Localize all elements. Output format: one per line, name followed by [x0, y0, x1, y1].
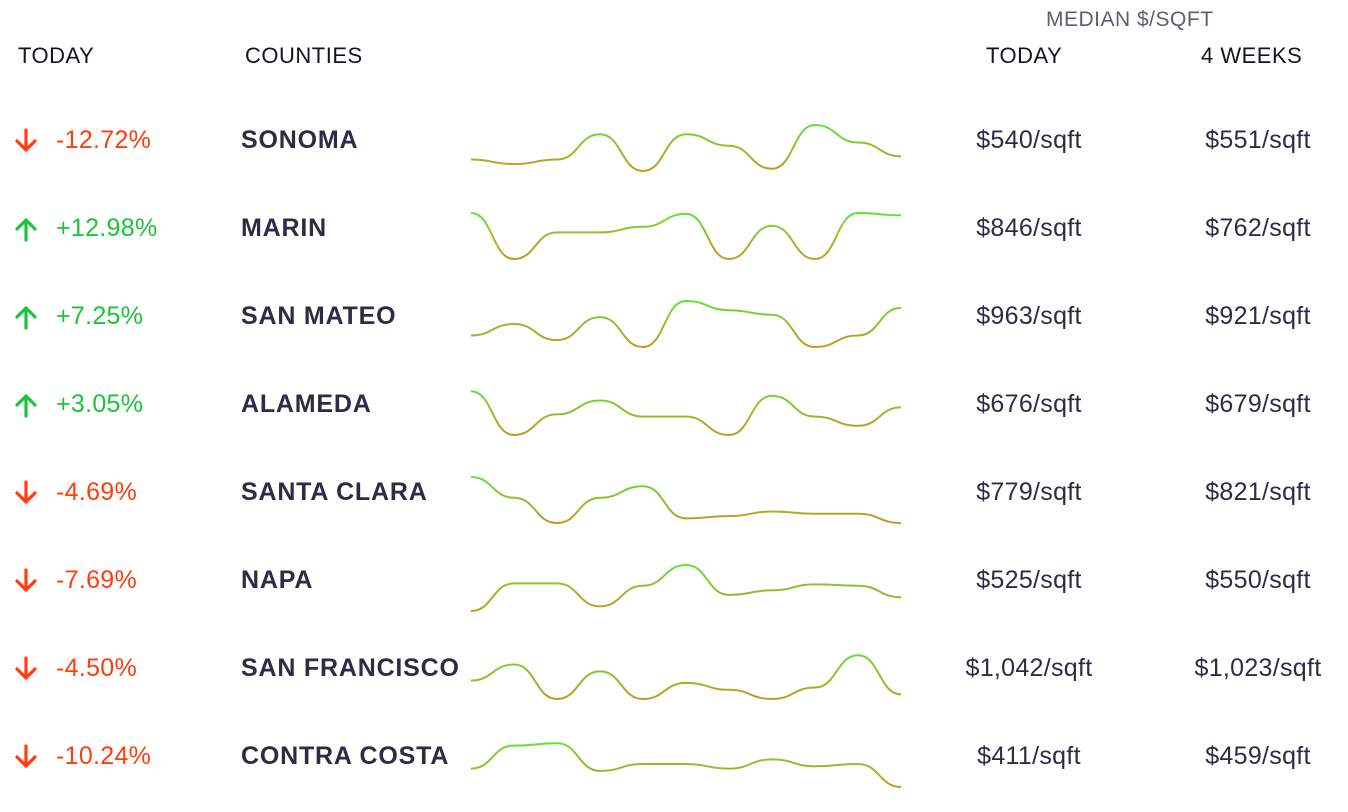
- median-price-4-weeks: $821/sqft: [1205, 478, 1311, 506]
- arrow-down-icon: [15, 568, 37, 592]
- median-price-today: $846/sqft: [976, 214, 1082, 242]
- county-name: NAPA: [241, 566, 314, 594]
- price-trend-sparkline: [470, 476, 902, 525]
- median-price-4-weeks: $459/sqft: [1205, 742, 1311, 770]
- county-name: SONOMA: [241, 126, 359, 154]
- today-change-header: TODAY: [18, 43, 95, 68]
- sparkline-series: [470, 299, 902, 349]
- arrow-up-icon: [15, 306, 37, 330]
- counties-header: COUNTIES: [245, 43, 363, 68]
- percent-change: -7.69%: [56, 566, 138, 594]
- median-price-today: $540/sqft: [976, 126, 1082, 154]
- percent-change: -10.24%: [56, 742, 152, 770]
- median-price-4-weeks: $550/sqft: [1205, 566, 1311, 594]
- sparkline-series: [470, 211, 902, 261]
- county-name: SAN MATEO: [241, 302, 397, 330]
- median-price-4-weeks: $762/sqft: [1205, 214, 1311, 242]
- price-trend-sparkline: [470, 211, 902, 261]
- arrow-down-icon: [15, 128, 37, 152]
- county-name: MARIN: [241, 214, 327, 242]
- sparkline-series: [470, 123, 902, 173]
- sparkline-series: [470, 654, 902, 701]
- county-name: SANTA CLARA: [241, 478, 428, 506]
- arrow-down-icon: [15, 480, 37, 504]
- county-name: SAN FRANCISCO: [241, 654, 460, 682]
- median-price-4-weeks: $1,023/sqft: [1194, 654, 1322, 682]
- table-row[interactable]: +3.05% ALAMEDA $676/sqft $679/sqft: [0, 372, 1348, 460]
- percent-change: +12.98%: [56, 214, 158, 242]
- median-price-today: $1,042/sqft: [965, 654, 1093, 682]
- price-trend-sparkline: [470, 299, 902, 349]
- county-name: CONTRA COSTA: [241, 742, 450, 770]
- arrow-down-icon: [15, 744, 37, 768]
- price-trend-sparkline: [470, 390, 902, 437]
- price-trend-sparkline: [470, 742, 902, 788]
- table-row[interactable]: -4.69% SANTA CLARA $779/sqft $821/sqft: [0, 460, 1348, 548]
- median-price-today: $676/sqft: [976, 390, 1082, 418]
- median-price-today: $411/sqft: [977, 742, 1081, 770]
- sparkline-series: [470, 390, 902, 437]
- sparkline-series: [470, 742, 902, 788]
- table-row[interactable]: -10.24% CONTRA COSTA $411/sqft $459/sqft: [0, 724, 1348, 812]
- percent-change: -12.72%: [56, 126, 152, 154]
- sparkline-series: [470, 476, 902, 525]
- median-today-header: TODAY: [986, 43, 1063, 68]
- median-price-today: $525/sqft: [976, 566, 1082, 594]
- median-price-4-weeks: $679/sqft: [1205, 390, 1311, 418]
- percent-change: +3.05%: [56, 390, 144, 418]
- price-trend-sparkline: [470, 563, 902, 612]
- arrow-up-icon: [15, 394, 37, 418]
- table-row[interactable]: +12.98% MARIN $846/sqft $762/sqft: [0, 196, 1348, 284]
- percent-change: +7.25%: [56, 302, 144, 330]
- table-row[interactable]: -4.50% SAN FRANCISCO $1,042/sqft $1,023/sqf…: [0, 636, 1348, 724]
- arrow-down-icon: [15, 656, 37, 680]
- table-row[interactable]: -7.69% NAPA $525/sqft $550/sqft: [0, 548, 1348, 636]
- price-trend-sparkline: [470, 123, 902, 173]
- price-trend-sparkline: [470, 654, 902, 701]
- sparkline-series: [470, 563, 902, 612]
- median-price-today: $779/sqft: [976, 478, 1082, 506]
- median-price-4-weeks: $921/sqft: [1205, 302, 1311, 330]
- median-price-today: $963/sqft: [976, 302, 1082, 330]
- table-row[interactable]: +7.25% SAN MATEO $963/sqft $921/sqft: [0, 284, 1348, 372]
- table-row[interactable]: -12.72% SONOMA $540/sqft $551/sqft: [0, 108, 1348, 196]
- county-name: ALAMEDA: [241, 390, 372, 418]
- median-4-weeks-header: 4 WEEKS: [1201, 43, 1303, 68]
- percent-change: -4.69%: [56, 478, 138, 506]
- median-price-4-weeks: $551/sqft: [1205, 126, 1311, 154]
- percent-change: -4.50%: [56, 654, 138, 682]
- median-price-group-header: MEDIAN $/SQFT: [1046, 8, 1214, 31]
- arrow-up-icon: [15, 218, 37, 242]
